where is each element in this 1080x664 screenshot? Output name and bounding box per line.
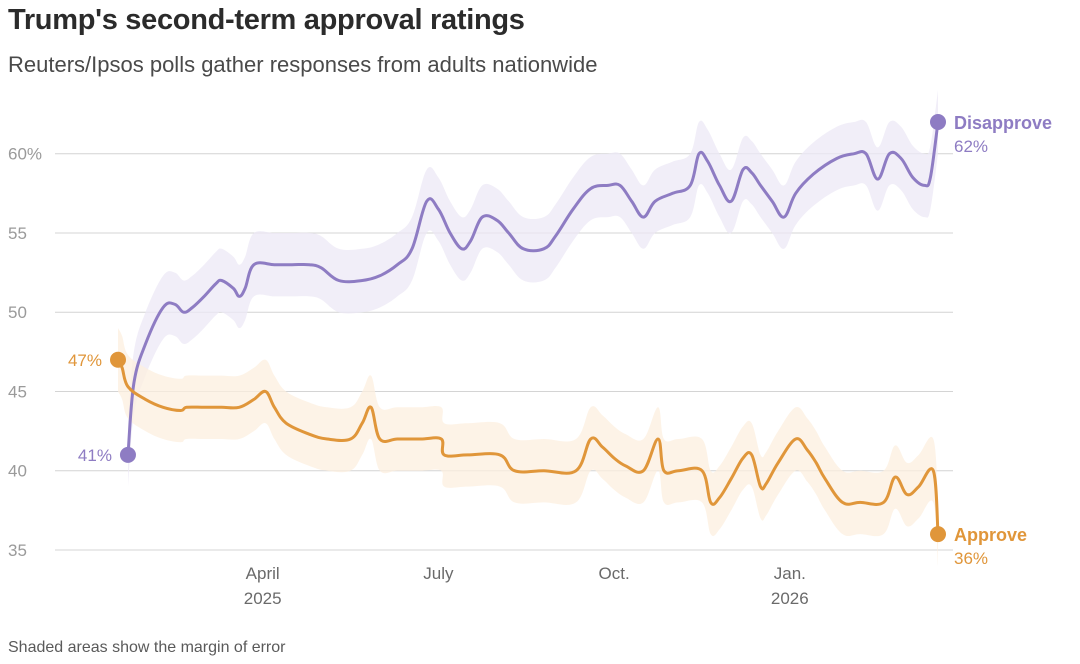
disapprove-end-marker [930,114,946,130]
approve-margin-band [118,328,938,566]
approve-start-marker [110,351,126,368]
x-axis: April 2025 July Oct. Jan. 2026 [244,564,809,608]
series-lines [116,120,940,536]
approve-line [116,358,940,536]
margin-of-error-bands [118,90,938,566]
chart-subtitle: Reuters/Ipsos polls gather responses fro… [8,52,598,77]
disapprove-series-name: Disapprove [954,113,1052,133]
y-tick-label: 35 [8,541,27,560]
x-tick-label: April [246,564,280,583]
x-tick-year-label: 2025 [244,589,282,608]
footnote: Shaded areas show the margin of error [8,639,286,656]
x-tick-label: Jan. [774,564,806,583]
approve-end-marker [930,526,946,543]
approve-end-value: 36% [954,549,988,568]
y-axis: 60% 55 50 45 40 35 [8,145,42,560]
y-tick-label: 60% [8,145,42,164]
chart-title: Trump's second-term approval ratings [8,4,525,36]
x-tick-label: Oct. [599,564,630,583]
approve-series-name: Approve [954,525,1027,545]
approve-start-label: 47% [68,351,102,370]
disapprove-line [126,120,940,457]
x-tick-label: July [423,564,454,583]
y-tick-label: 40 [8,462,27,481]
y-tick-label: 55 [8,224,27,243]
gridlines [55,153,953,551]
y-tick-label: 50 [8,303,27,322]
x-tick-year-label: 2026 [771,589,809,608]
disapprove-start-marker [119,446,136,463]
disapprove-start-label: 41% [78,446,112,465]
series-markers: 41% Disapprove 62% 47% Approve 36% [68,113,1052,568]
y-tick-label: 45 [8,382,27,401]
disapprove-end-value: 62% [954,137,988,156]
